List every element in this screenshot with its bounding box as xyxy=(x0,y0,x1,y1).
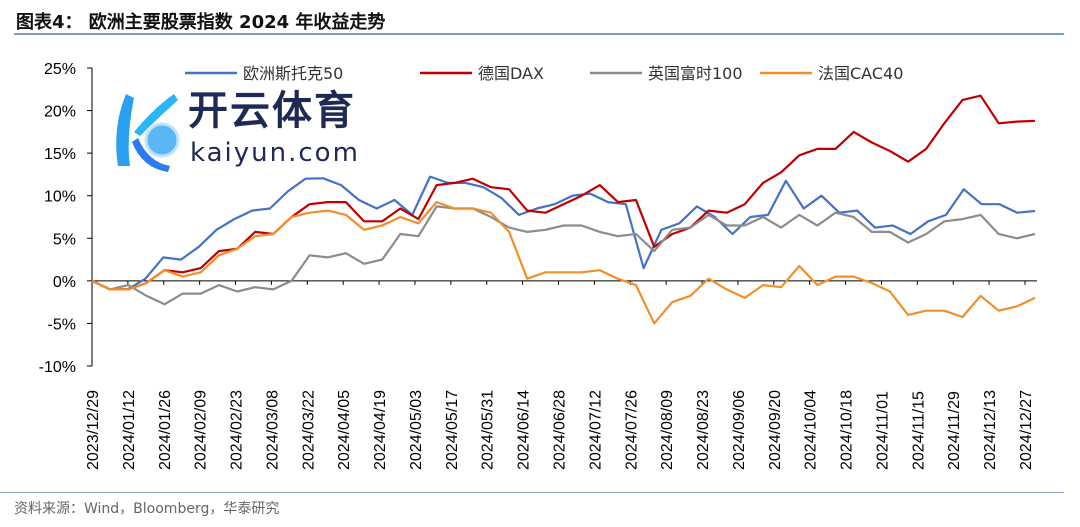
x-tick-label: 2024/08/23 xyxy=(695,390,712,470)
x-tick-label: 2024/05/03 xyxy=(408,390,425,470)
x-tick-label: 2024/01/12 xyxy=(121,390,138,470)
chart-title: 图表4： 欧洲主要股票指数 2024 年收益走势 xyxy=(16,12,386,33)
x-tick-label: 2024/04/05 xyxy=(336,390,353,470)
x-tick-label: 2024/11/29 xyxy=(946,391,963,470)
legend-label: 德国DAX xyxy=(478,64,544,83)
series-line-德国DAX xyxy=(91,94,1036,291)
series-line-法国CAC40 xyxy=(91,201,1036,325)
y-tick-label: 25% xyxy=(44,61,76,78)
x-tick-label: 2024/09/20 xyxy=(767,390,784,470)
x-tick-label: 2024/08/09 xyxy=(659,390,676,470)
y-tick-label: 10% xyxy=(44,189,76,206)
footer-divider xyxy=(0,492,1064,493)
x-tick-label: 2024/03/22 xyxy=(300,390,317,470)
title-divider xyxy=(14,33,1064,35)
x-tick-label: 2024/02/09 xyxy=(193,390,210,470)
x-tick-label: 2024/09/06 xyxy=(731,390,748,470)
y-tick-label: 15% xyxy=(44,146,76,163)
series-line-欧洲斯托克50 xyxy=(91,175,1036,291)
x-tick-label: 2024/10/18 xyxy=(839,390,856,470)
legend-label: 欧洲斯托克50 xyxy=(243,64,343,83)
x-tick-label: 2024/10/04 xyxy=(803,390,820,470)
x-tick-label: 2024/06/28 xyxy=(552,390,569,470)
x-tick-label: 2024/12/27 xyxy=(1018,390,1035,470)
x-tick-label: 2024/05/17 xyxy=(444,390,461,470)
watermark-domain: kaiyun.com xyxy=(190,138,360,168)
watermark-logo: 开云体育 kaiyun.com xyxy=(104,88,374,174)
x-tick-label: 2024/11/01 xyxy=(874,391,891,470)
y-tick-label: 20% xyxy=(44,104,76,121)
legend-label: 法国CAC40 xyxy=(818,64,903,83)
source-note: 资料来源：Wind，Bloomberg，华泰研究 xyxy=(14,501,280,517)
x-tick-label: 2024/02/23 xyxy=(229,390,246,470)
x-tick-label: 2024/03/08 xyxy=(264,390,281,470)
x-tick-label: 2024/01/26 xyxy=(157,390,174,470)
legend-label: 英国富时100 xyxy=(648,64,743,83)
watermark-k-icon xyxy=(116,94,180,172)
watermark-name: 开云体育 xyxy=(188,88,356,134)
x-tick-label: 2024/07/26 xyxy=(623,390,640,470)
x-tick-label: 2023/12/29 xyxy=(85,390,102,470)
series-line-英国富时100 xyxy=(91,205,1036,306)
x-tick-label: 2024/04/19 xyxy=(372,390,389,470)
x-tick-label: 2024/06/14 xyxy=(516,390,533,470)
x-tick-label: 2024/05/31 xyxy=(480,390,497,470)
y-tick-label: 0% xyxy=(53,274,76,291)
y-tick-label: 5% xyxy=(53,231,76,248)
y-tick-label: -10% xyxy=(39,359,76,376)
y-tick-label: -5% xyxy=(48,316,76,333)
x-tick-label: 2024/12/13 xyxy=(982,390,999,470)
x-tick-label: 2024/07/12 xyxy=(587,390,604,470)
x-tick-label: 2024/11/15 xyxy=(910,391,927,470)
soccer-ball-icon xyxy=(144,122,180,158)
